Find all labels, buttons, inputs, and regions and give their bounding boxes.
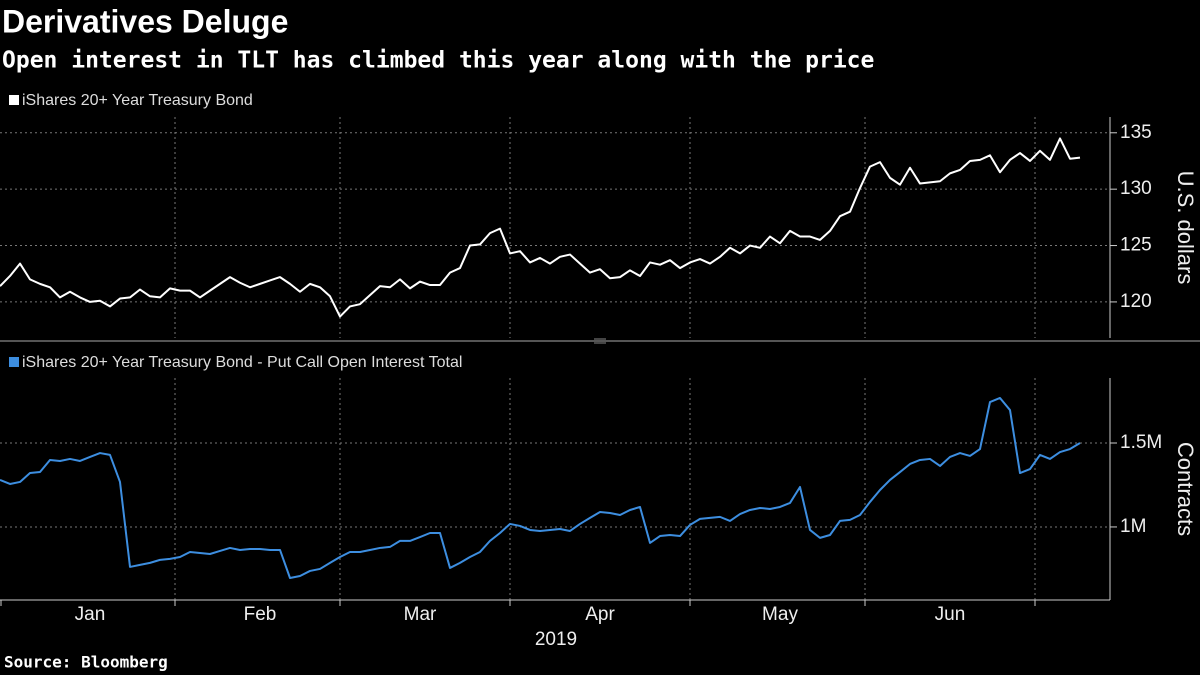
x-tick-label: Apr bbox=[585, 604, 615, 625]
chart-title: Derivatives Deluge bbox=[2, 3, 288, 39]
x-axis-title: 2019 bbox=[535, 629, 577, 650]
x-tick-label: May bbox=[762, 604, 798, 625]
y-tick-label: 1M bbox=[1120, 516, 1146, 537]
x-tick-label: Jun bbox=[935, 604, 966, 625]
x-tick-label: Jan bbox=[75, 604, 106, 625]
series-line bbox=[0, 137, 1081, 318]
y-tick-label: 120 bbox=[1120, 291, 1152, 312]
legend-swatch bbox=[9, 357, 19, 367]
y-tick-label: 125 bbox=[1120, 235, 1152, 256]
y-axis-title: U.S. dollars bbox=[1173, 171, 1198, 285]
legend-swatch bbox=[9, 95, 19, 105]
legend-label: iShares 20+ Year Treasury Bond bbox=[22, 92, 253, 109]
y-tick-label: 130 bbox=[1120, 178, 1152, 199]
chart-subtitle: Open interest in TLT has climbed this ye… bbox=[2, 48, 874, 74]
y-axis-title: Contracts bbox=[1173, 442, 1198, 536]
legend-label: iShares 20+ Year Treasury Bond - Put Cal… bbox=[22, 354, 462, 371]
source: Source: Bloomberg bbox=[4, 653, 168, 672]
x-tick-label: Feb bbox=[244, 604, 277, 625]
y-tick-label: 135 bbox=[1120, 122, 1152, 143]
y-tick-label: 1.5M bbox=[1120, 432, 1162, 453]
series-line bbox=[0, 396, 1081, 579]
x-tick-label: Mar bbox=[404, 604, 437, 625]
